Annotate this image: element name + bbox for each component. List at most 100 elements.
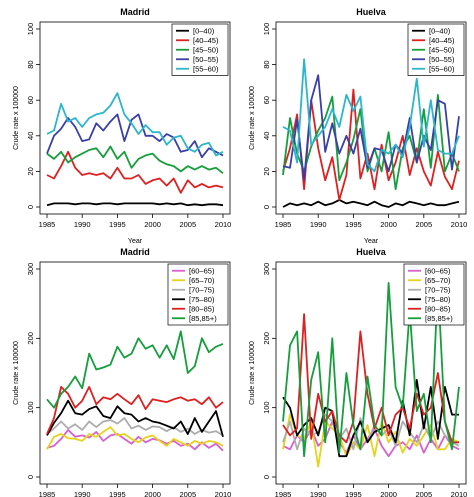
x-tick-label: 2005: [179, 220, 196, 229]
x-tick-label: 2010: [215, 220, 232, 229]
chart-title: Huelva: [356, 247, 387, 257]
series-line-5: [282, 281, 460, 458]
series-line-2: [46, 145, 224, 174]
legend-label: [40–45): [429, 36, 455, 45]
x-axis-label: Year: [364, 238, 379, 245]
legend-label: [80–85): [425, 304, 451, 313]
series-line-4: [282, 58, 460, 173]
legend-label: [70–75): [189, 285, 215, 294]
panel-madrid-old: Madrid 1985 1990 1995 2000 2005 2010 0 100 200 300…: [13, 247, 231, 497]
x-tick-label: 2010: [451, 220, 468, 229]
y-tick-label: 300: [26, 263, 35, 276]
y-tick-label: 0: [262, 475, 271, 479]
panel-huelva-old: Huelva 1985 1990 1995 2000 2005 2010 0 100 200 300…: [249, 247, 467, 497]
legend-label: [40–45): [193, 36, 219, 45]
y-tick-label: 80: [26, 60, 35, 68]
y-tick-label: 0: [26, 475, 35, 479]
x-axis-label: Year: [128, 238, 143, 245]
legend-box: [167, 263, 229, 326]
y-tick-label: 0: [26, 205, 35, 209]
chart-title: Madrid: [120, 247, 150, 257]
panel-huelva-young: Huelva 1985 1990 1995 2000 2005 2010 0 20 40 60 80 1…: [249, 7, 467, 245]
series-line-4: [46, 385, 224, 435]
x-tick-label: 1995: [345, 220, 362, 229]
chart-title: Madrid: [120, 7, 150, 17]
y-tick-label: 100: [26, 401, 35, 414]
series-line-1: [46, 150, 224, 194]
y-axis-label: Crude rate x 100000: [249, 86, 256, 150]
legend-label: [85,85+): [425, 314, 453, 323]
plot-frame: [39, 21, 231, 215]
x-tick-label: 1990: [74, 220, 91, 229]
legend-label: [75–80): [425, 295, 451, 304]
x-tick-label: 2005: [415, 220, 432, 229]
plot-frame: [39, 261, 231, 485]
y-tick-label: 100: [262, 23, 271, 36]
legend-label: [85,85+): [189, 314, 217, 323]
legend-label: [80–85): [189, 304, 215, 313]
x-tick-label: 1995: [345, 490, 362, 497]
legend-label: [75–80): [189, 295, 215, 304]
series-line-3: [282, 74, 460, 182]
series-line-1: [46, 426, 224, 450]
panel-madrid-young: Madrid 1985 1990 1995 2000 2005 2010 0 20 40 60 80 1…: [13, 7, 231, 245]
x-tick-label: 2010: [451, 490, 468, 497]
x-tick-label: 1995: [109, 490, 126, 497]
x-tick-label: 1985: [39, 220, 56, 229]
chart-title: Huelva: [356, 7, 387, 17]
legend-label: [65–70): [425, 276, 451, 285]
y-tick-label: 60: [262, 96, 271, 104]
x-tick-label: 2005: [415, 490, 432, 497]
plot-frame: [275, 21, 467, 215]
y-axis-label: Crude rate x 100000: [249, 341, 256, 405]
series-line-2: [46, 417, 224, 437]
legend-label: [60–65): [425, 266, 451, 275]
y-tick-label: 200: [26, 332, 35, 345]
x-tick-label: 2005: [179, 490, 196, 497]
y-axis-label: Crude rate x 100000: [13, 86, 20, 150]
series-line-3: [46, 113, 224, 159]
x-tick-label: 1985: [275, 220, 292, 229]
y-tick-label: 40: [262, 132, 271, 140]
x-tick-label: 1985: [275, 490, 292, 497]
x-tick-label: 1990: [74, 490, 91, 497]
legend-label: [70–75): [425, 285, 451, 294]
legend-label: [50–55): [193, 55, 219, 64]
series-line-4: [46, 92, 224, 157]
y-axis-label: Crude rate x 100000: [13, 341, 20, 405]
series-line-1: [282, 88, 460, 201]
legend-label: [55–60): [429, 64, 455, 73]
legend-label: [55–60): [193, 64, 219, 73]
x-tick-label: 1990: [310, 220, 327, 229]
y-tick-label: 20: [26, 167, 35, 175]
y-tick-label: 60: [26, 96, 35, 104]
y-tick-label: 0: [262, 205, 271, 209]
y-tick-label: 100: [262, 401, 271, 414]
y-tick-label: 200: [262, 332, 271, 345]
legend-label: [0–40): [193, 26, 215, 35]
series-line-5: [46, 330, 224, 409]
y-tick-label: 40: [26, 132, 35, 140]
x-tick-label: 2010: [215, 490, 232, 497]
series-line-4: [282, 313, 459, 444]
x-tick-label: 1985: [39, 490, 56, 497]
y-tick-label: 300: [262, 263, 271, 276]
legend-label: [0–40): [429, 26, 451, 35]
y-tick-label: 20: [262, 167, 271, 175]
legend-label: [65–70): [189, 276, 215, 285]
y-tick-label: 80: [262, 60, 271, 68]
x-tick-label: 1990: [310, 490, 327, 497]
legend-label: [45–50): [193, 45, 219, 54]
x-tick-label: 2000: [380, 220, 397, 229]
x-tick-label: 2000: [144, 490, 161, 497]
series-line-3: [46, 399, 224, 438]
y-tick-label: 100: [26, 23, 35, 36]
x-tick-label: 2000: [144, 220, 161, 229]
plot-frame: [275, 261, 467, 485]
legend-label: [45–50): [429, 45, 455, 54]
x-tick-label: 1995: [109, 220, 126, 229]
series-line-0: [46, 202, 224, 207]
series-line-0: [282, 198, 460, 208]
series-line-3: [282, 378, 459, 458]
